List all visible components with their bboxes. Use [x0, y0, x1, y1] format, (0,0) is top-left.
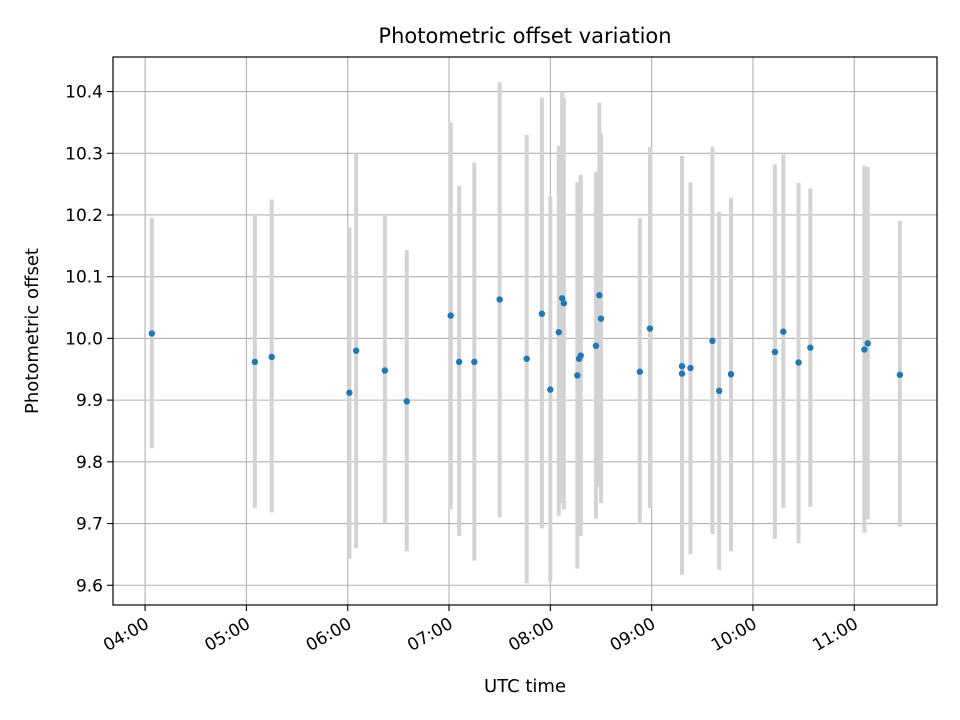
- data-point: [381, 367, 389, 374]
- data-point: [709, 337, 716, 345]
- y-tick-label: 10.3: [65, 144, 103, 164]
- data-point: [538, 310, 546, 317]
- data-point: [864, 340, 871, 347]
- data-point: [771, 348, 779, 356]
- data-point: [558, 295, 566, 302]
- data-point: [251, 358, 259, 366]
- data-point: [678, 362, 686, 370]
- data-point: [687, 364, 694, 372]
- data-point: [896, 371, 904, 379]
- data-point: [447, 312, 454, 319]
- y-tick-label: 10.2: [65, 206, 103, 226]
- data-point: [678, 370, 686, 377]
- y-tick-label: 10.4: [65, 83, 103, 103]
- data-point: [646, 325, 654, 332]
- data-point: [780, 328, 787, 335]
- data-point: [268, 353, 275, 361]
- data-point: [346, 389, 353, 396]
- data-point: [574, 372, 581, 379]
- data-point: [592, 342, 600, 350]
- data-points: [148, 292, 904, 405]
- data-point: [496, 296, 503, 303]
- data-point: [577, 352, 584, 359]
- y-axis-label: Photometric offset: [22, 248, 43, 414]
- y-tick-label: 9.9: [76, 391, 103, 411]
- data-point: [471, 358, 478, 366]
- data-point: [596, 292, 603, 299]
- data-point: [403, 398, 411, 405]
- data-point: [727, 370, 735, 378]
- data-point: [795, 359, 802, 366]
- data-point: [555, 329, 562, 336]
- data-point: [597, 315, 605, 322]
- data-point: [636, 368, 644, 375]
- data-point: [547, 386, 554, 393]
- chart-title: Photometric offset variation: [378, 24, 671, 48]
- y-tick-label: 9.6: [76, 576, 103, 596]
- plot-frame: [112, 56, 938, 606]
- y-tick-label: 10.1: [65, 268, 103, 288]
- data-point: [455, 358, 463, 366]
- y-tick-label: 9.8: [76, 453, 103, 473]
- data-point: [807, 344, 814, 351]
- data-point: [560, 300, 568, 307]
- data-point: [861, 346, 868, 353]
- data-point: [715, 387, 723, 395]
- y-tick-label: 10.0: [65, 329, 103, 349]
- data-point: [148, 330, 156, 337]
- x-axis-label: UTC time: [484, 676, 566, 697]
- y-tick-label: 9.7: [76, 515, 103, 535]
- data-point: [523, 355, 530, 362]
- data-point: [352, 347, 360, 354]
